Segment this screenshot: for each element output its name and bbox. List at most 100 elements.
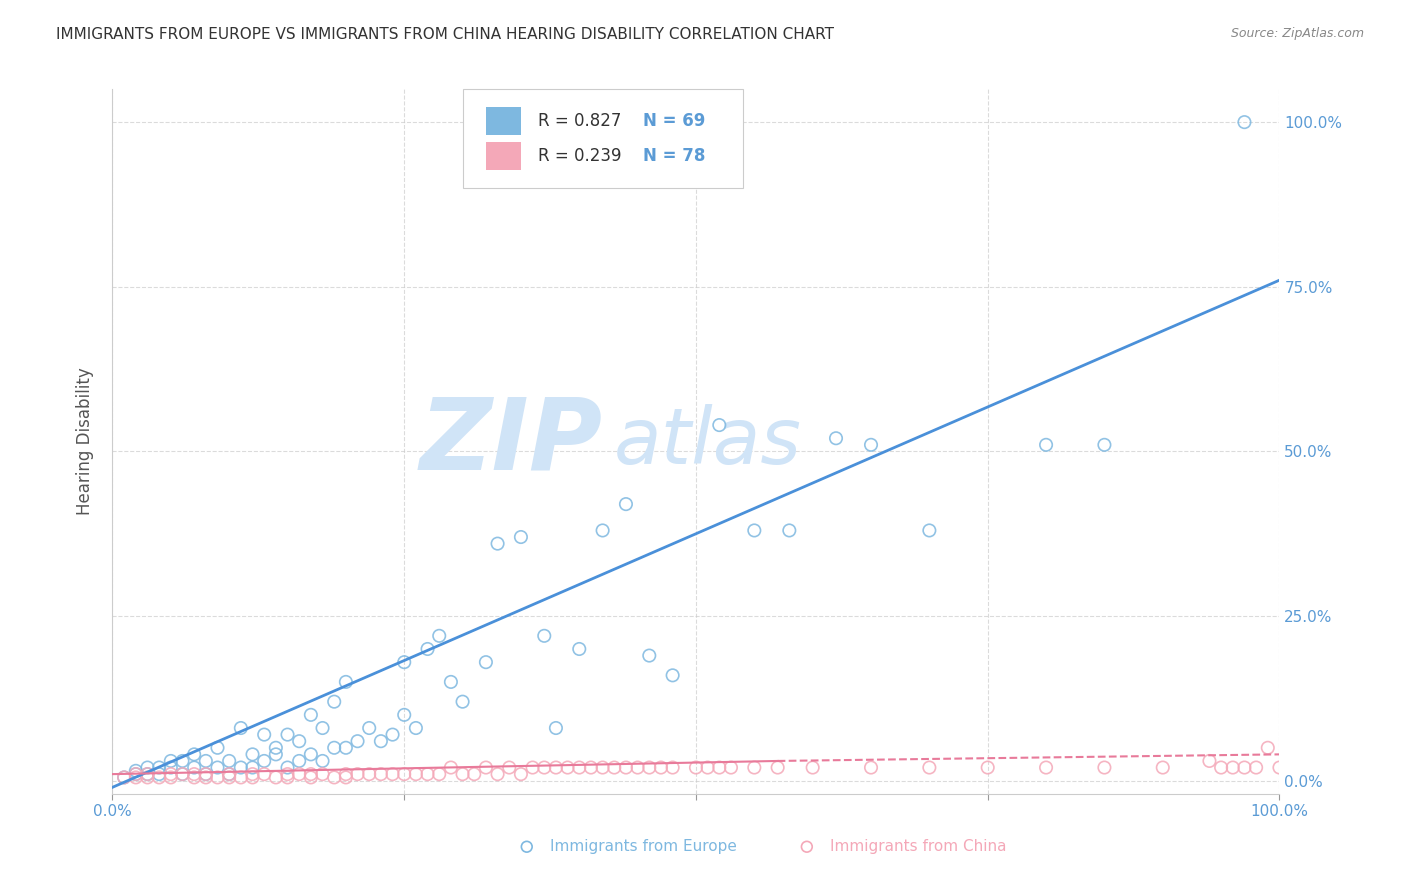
Point: [370, 734, 392, 748]
Point: [112, 771, 135, 785]
Point: [661, 760, 683, 774]
Point: [638, 648, 661, 663]
Point: [323, 740, 346, 755]
Point: [451, 695, 474, 709]
Point: [579, 760, 602, 774]
Text: Immigrants from Europe: Immigrants from Europe: [550, 839, 737, 855]
Point: [720, 760, 742, 774]
Point: [766, 760, 789, 774]
Point: [242, 771, 264, 785]
Point: [557, 760, 579, 774]
Point: [264, 740, 287, 755]
Point: [323, 695, 346, 709]
Point: [1152, 760, 1174, 774]
Text: Immigrants from China: Immigrants from China: [830, 839, 1007, 855]
Point: [709, 418, 731, 433]
Point: [603, 760, 626, 774]
Point: [299, 771, 322, 785]
Point: [509, 530, 531, 544]
Point: [105, 774, 128, 789]
Point: [299, 767, 322, 781]
Text: atlas: atlas: [614, 403, 803, 480]
Point: [194, 767, 217, 781]
Point: [194, 754, 217, 768]
Text: Source: ZipAtlas.com: Source: ZipAtlas.com: [1230, 27, 1364, 40]
Point: [183, 767, 205, 781]
Point: [311, 754, 333, 768]
Point: [592, 524, 614, 538]
Point: [614, 497, 637, 511]
Point: [1209, 760, 1232, 774]
Text: ZIP: ZIP: [419, 393, 603, 490]
Point: [359, 721, 381, 735]
Point: [160, 767, 183, 781]
Point: [160, 771, 183, 785]
Point: [335, 767, 357, 781]
Point: [427, 629, 450, 643]
Point: [427, 767, 450, 781]
Point: [392, 767, 416, 781]
Point: [918, 760, 941, 774]
Point: [136, 767, 159, 781]
Point: [218, 767, 240, 781]
Point: [242, 767, 264, 781]
Point: [627, 760, 650, 774]
Point: [778, 524, 800, 538]
Point: [207, 771, 229, 785]
Point: [801, 760, 824, 774]
Point: [486, 767, 509, 781]
Point: [125, 771, 148, 785]
Point: [392, 707, 416, 722]
Point: [416, 642, 439, 657]
Point: [299, 747, 322, 762]
Point: [207, 760, 229, 774]
Point: [253, 728, 276, 742]
Point: [172, 754, 194, 768]
Point: [335, 740, 357, 755]
Point: [463, 767, 485, 781]
Point: [218, 754, 240, 768]
Point: [108, 774, 131, 789]
Point: [218, 767, 240, 781]
Text: R = 0.239: R = 0.239: [538, 147, 621, 165]
Text: N = 78: N = 78: [644, 147, 706, 165]
Point: [592, 760, 614, 774]
Point: [859, 760, 883, 774]
Point: [148, 760, 170, 774]
Point: [288, 734, 311, 748]
Point: [381, 767, 404, 781]
Point: [405, 767, 427, 781]
Point: [381, 728, 404, 742]
Point: [486, 536, 509, 550]
Point: [148, 767, 170, 781]
Text: R = 0.827: R = 0.827: [538, 112, 621, 130]
Point: [172, 767, 194, 781]
Text: IMMIGRANTS FROM EUROPE VS IMMIGRANTS FROM CHINA HEARING DISABILITY CORRELATION C: IMMIGRANTS FROM EUROPE VS IMMIGRANTS FRO…: [56, 27, 834, 42]
Point: [335, 771, 357, 785]
Point: [1244, 760, 1267, 774]
Point: [253, 754, 276, 768]
Point: [229, 721, 252, 735]
Point: [229, 771, 252, 785]
Point: [475, 655, 498, 669]
Point: [172, 767, 194, 781]
Point: [218, 771, 240, 785]
Point: [194, 771, 217, 785]
Point: [229, 760, 252, 774]
Point: [125, 767, 148, 781]
Point: [276, 767, 298, 781]
Point: [335, 674, 357, 689]
Point: [696, 760, 718, 774]
Point: [194, 767, 217, 781]
Point: [685, 760, 707, 774]
Point: [323, 771, 346, 785]
Point: [825, 431, 848, 445]
Point: [1092, 760, 1115, 774]
Point: [346, 734, 368, 748]
Point: [112, 771, 135, 785]
Point: [475, 760, 498, 774]
Point: [416, 767, 439, 781]
Point: [1198, 754, 1220, 768]
Point: [359, 767, 381, 781]
Point: [148, 771, 170, 785]
